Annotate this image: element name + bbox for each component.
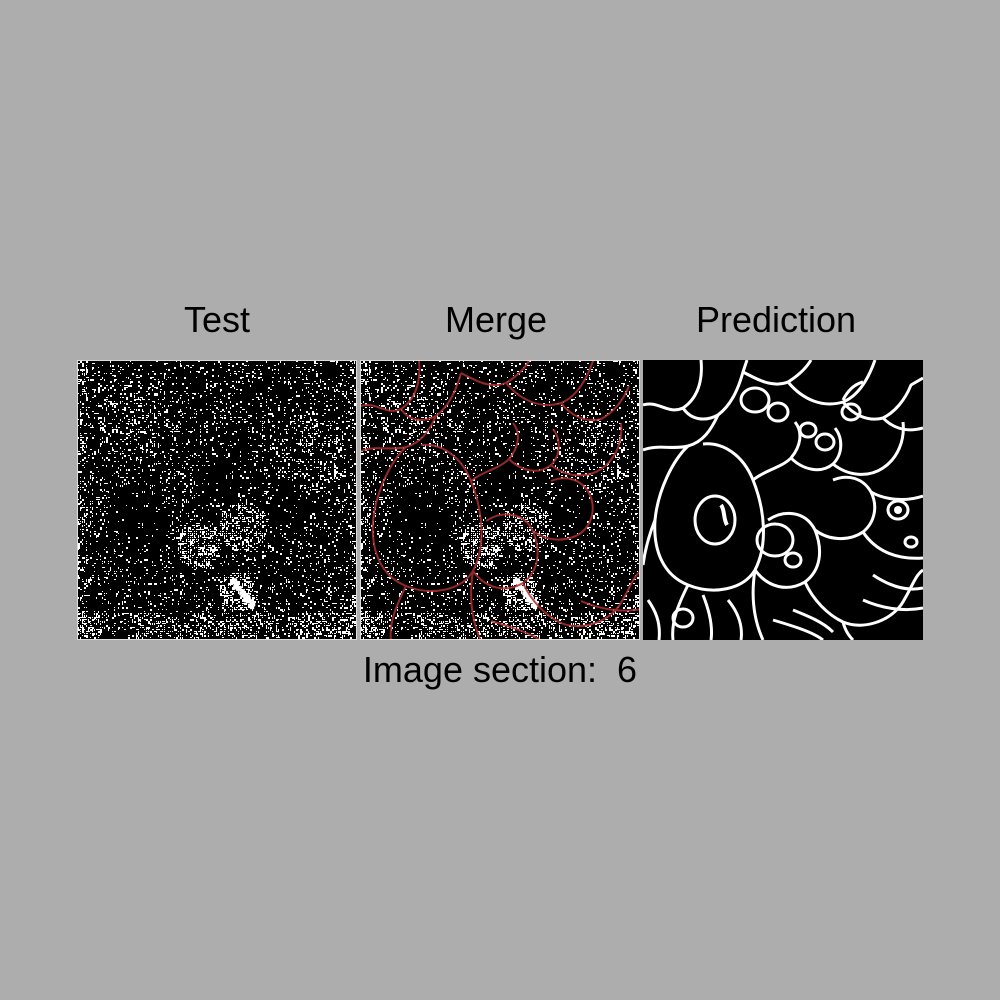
merge-panel-title: Merge (444, 299, 548, 340)
merge-image-overlay (361, 361, 639, 639)
prediction-panel-title: Prediction (695, 299, 857, 340)
test-panel-title: Test (183, 299, 251, 340)
test-image-noise (78, 361, 356, 639)
prediction-image (643, 360, 923, 640)
image-section-number: 6 (617, 649, 638, 690)
test-image (77, 360, 357, 640)
image-section-caption: Image section: 6 (0, 650, 1000, 690)
image-section-label: Image section: (362, 649, 598, 690)
prediction-segmentation (643, 360, 923, 640)
merge-image (360, 360, 640, 640)
